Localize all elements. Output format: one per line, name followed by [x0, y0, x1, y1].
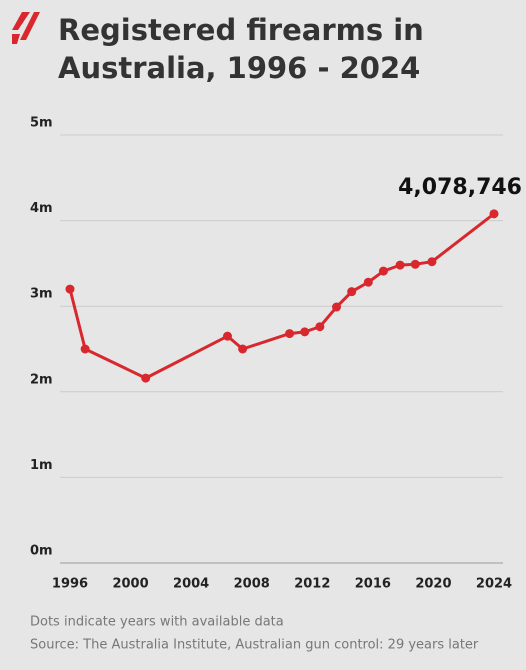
data-point [410, 259, 420, 269]
source: Source: The Australia Institute, Austral… [30, 638, 479, 653]
data-line [68, 212, 495, 380]
x-tick-label: 2000 [112, 577, 148, 592]
value-label: 4,078,746 [398, 175, 522, 200]
x-tick-label: 2008 [234, 577, 270, 592]
y-tick-label: 5m [30, 116, 53, 131]
x-tick-label: 2024 [476, 577, 512, 592]
y-tick-label: 0m [30, 544, 53, 559]
data-point [80, 344, 90, 354]
chart-title: Registered firearms in [58, 13, 424, 47]
data-point [315, 322, 325, 332]
data-point [395, 260, 405, 270]
y-tick-label: 3m [30, 287, 53, 302]
data-point [300, 327, 310, 337]
x-tick-label: 2004 [173, 577, 209, 592]
y-tick-label: 4m [30, 201, 53, 216]
logo [12, 12, 40, 44]
y-tick-label: 1m [30, 458, 53, 473]
x-tick-label: 1996 [52, 577, 88, 592]
data-point [347, 287, 357, 297]
data-point [332, 302, 342, 312]
data-point [141, 373, 151, 383]
footnote: Dots indicate years with available data [30, 615, 284, 630]
data-point [363, 277, 373, 287]
data-point [427, 257, 437, 267]
data-point [238, 344, 248, 354]
x-tick-label: 2020 [415, 577, 451, 592]
data-point [489, 209, 499, 219]
chart-title: Australia, 1996 - 2024 [58, 51, 420, 85]
data-point [285, 329, 295, 339]
data-point [378, 266, 388, 276]
data-point [222, 331, 232, 341]
x-tick-label: 2016 [355, 577, 391, 592]
data-point [65, 284, 75, 294]
x-tick-label: 2012 [294, 577, 330, 592]
y-tick-label: 2m [30, 372, 53, 387]
